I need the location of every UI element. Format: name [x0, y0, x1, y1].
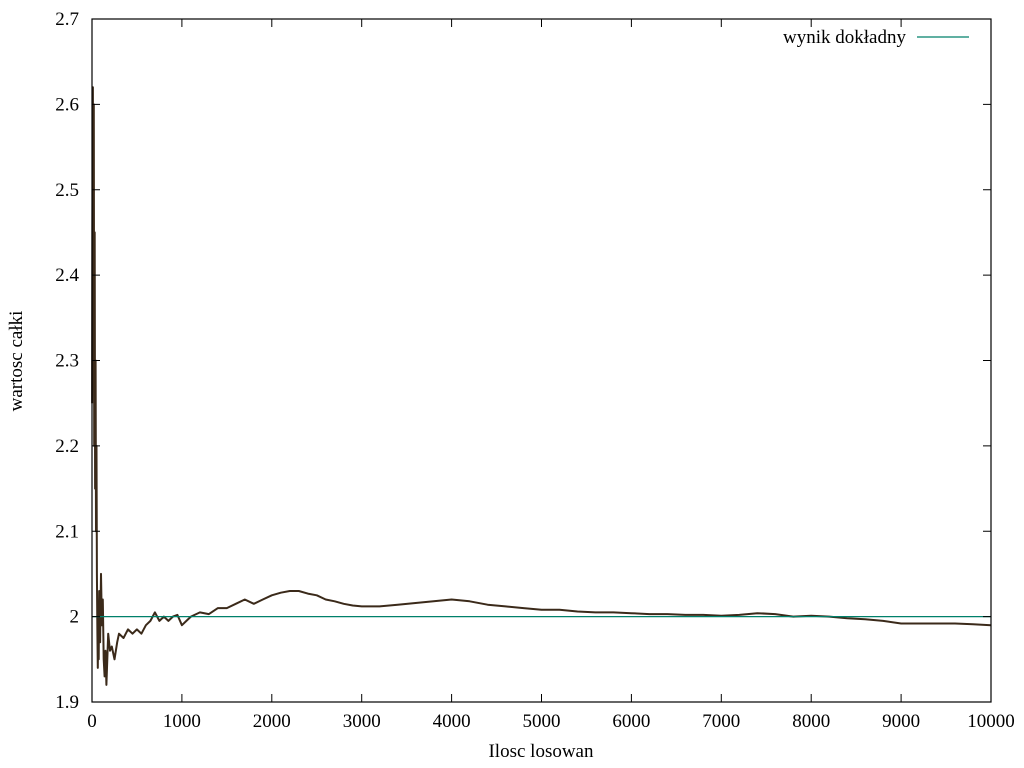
data-layer	[91, 86, 992, 686]
y-tick-label: 2.6	[55, 94, 79, 115]
x-tick-label: 0	[87, 711, 97, 732]
x-tick-label: 7000	[702, 711, 740, 732]
y-tick-label: 1.9	[55, 692, 79, 713]
labels-layer: 0 1000 2000 3000 4000 5000 6000 7000 8000 9000 100…	[55, 9, 1015, 732]
y-tick-label: 2	[70, 607, 80, 628]
x-tick-label: 3000	[343, 711, 381, 732]
x-tick-label: 9000	[882, 711, 920, 732]
x-tick-label: 1000	[163, 711, 201, 732]
y-tick-label: 2.3	[55, 351, 79, 372]
axes-layer	[91, 18, 992, 703]
x-tick-label: 8000	[792, 711, 830, 732]
x-tick-label: 5000	[523, 711, 561, 732]
y-tick-label: 2.4	[55, 265, 79, 286]
x-tick-label: 10000	[967, 711, 1015, 732]
legend: wynik dokładny	[783, 27, 969, 48]
legend-label: wynik dokładny	[783, 27, 906, 48]
x-tick-label: 4000	[433, 711, 471, 732]
y-tick-label: 2.7	[55, 9, 79, 30]
x-axis-title: Ilosc losowan	[488, 741, 594, 762]
series-line-simulation	[91, 86, 992, 686]
y-tick-label: 2.1	[55, 521, 79, 542]
y-tick-label: 2.2	[55, 436, 79, 457]
x-tick-label: 2000	[253, 711, 291, 732]
x-tick-label: 6000	[612, 711, 650, 732]
y-tick-label: 2.5	[55, 180, 79, 201]
y-axis-title: wartosc całki	[6, 311, 27, 412]
